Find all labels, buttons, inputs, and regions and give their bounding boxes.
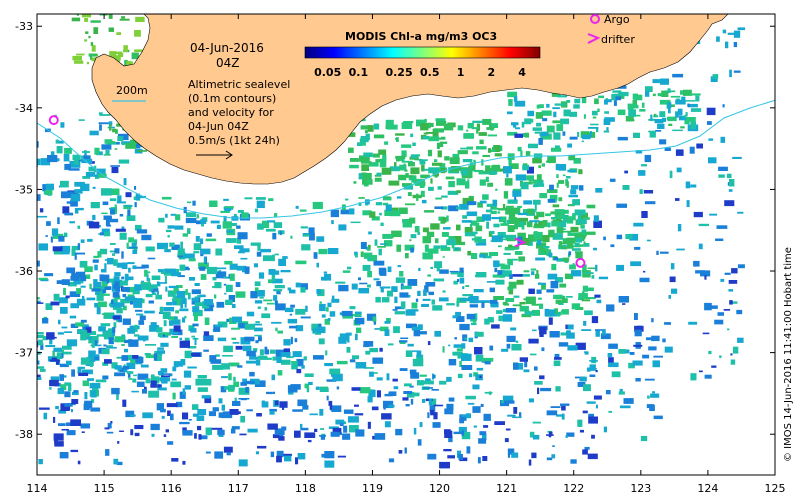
x-tick-label: 124 [697, 482, 718, 495]
colorbar-tick-label: 0.05 [314, 66, 341, 79]
y-tick-label: -37 [15, 347, 33, 360]
svg-text:0.5m/s (1kt 24h): 0.5m/s (1kt 24h) [188, 134, 280, 147]
map-description: Altimetric sealevel (0.1m contours) and … [188, 78, 290, 147]
colorbar-title: MODIS Chl-a mg/m3 OC3 [345, 30, 497, 43]
x-tick-label: 114 [27, 482, 48, 495]
x-tick-label: 123 [630, 482, 651, 495]
isobath-200m [37, 99, 775, 219]
colorbar: MODIS Chl-a mg/m3 OC3 0.05 0.1 0.25 0.5 1 2 4 [304, 30, 541, 79]
x-tick-label: 115 [94, 482, 115, 495]
legend-drifter-label: drifter [601, 33, 635, 46]
colorbar-tick-label: 0.25 [385, 66, 412, 79]
y-axis: -33 -34 -35 -36 -37 -38 [15, 20, 775, 441]
svg-text:Altimetric sealevel: Altimetric sealevel [188, 78, 290, 91]
x-tick-label: 116 [161, 482, 182, 495]
x-tick-label: 120 [429, 482, 450, 495]
contour-label: 200m [116, 84, 148, 97]
colorbar-tick-label: 1 [457, 66, 465, 79]
y-tick-label: -38 [15, 428, 33, 441]
x-tick-label: 122 [563, 482, 584, 495]
argo-icon [590, 14, 600, 24]
x-tick-label: 125 [765, 482, 786, 495]
credit-text: © IMOS 14-Jun-2016 11:41:00 Hobart time [783, 247, 794, 462]
argo-float-marker [575, 257, 586, 268]
colorbar-ramp [304, 46, 541, 59]
velocity-scale-arrow [196, 150, 233, 160]
x-tick-label: 117 [228, 482, 249, 495]
y-tick-label: -33 [15, 20, 33, 33]
y-tick-label: -35 [15, 183, 33, 196]
x-tick-label: 118 [295, 482, 316, 495]
drifter-icon [587, 33, 601, 44]
chlorophyll-field [37, 14, 746, 469]
argo-float-marker [48, 115, 59, 126]
x-tick-label: 121 [496, 482, 517, 495]
colorbar-tick-label: 0.1 [349, 66, 369, 79]
y-tick-label: -36 [15, 265, 33, 278]
land-mass [37, 14, 729, 185]
x-axis: 114 115 116 117 118 119 120 121 122 123 124 125 [27, 14, 786, 495]
colorbar-tick-label: 2 [487, 66, 495, 79]
map-time: 04Z [216, 56, 240, 70]
colorbar-tick-label: 4 [518, 66, 526, 79]
legend-argo-label: Argo [604, 13, 630, 26]
svg-text:04-Jun 04Z: 04-Jun 04Z [188, 120, 249, 133]
map-date: 04-Jun-2016 [190, 41, 264, 55]
svg-text:(0.1m contours): (0.1m contours) [188, 92, 276, 105]
plot-frame [36, 13, 776, 476]
drifter-marker [514, 237, 527, 248]
float-markers [48, 115, 586, 268]
y-tick-label: -34 [15, 102, 33, 115]
colorbar-tick-label: 0.5 [420, 66, 440, 79]
svg-text:and velocity for: and velocity for [188, 106, 274, 119]
marker-legend: Argo drifter [587, 13, 635, 46]
x-tick-label: 119 [362, 482, 383, 495]
